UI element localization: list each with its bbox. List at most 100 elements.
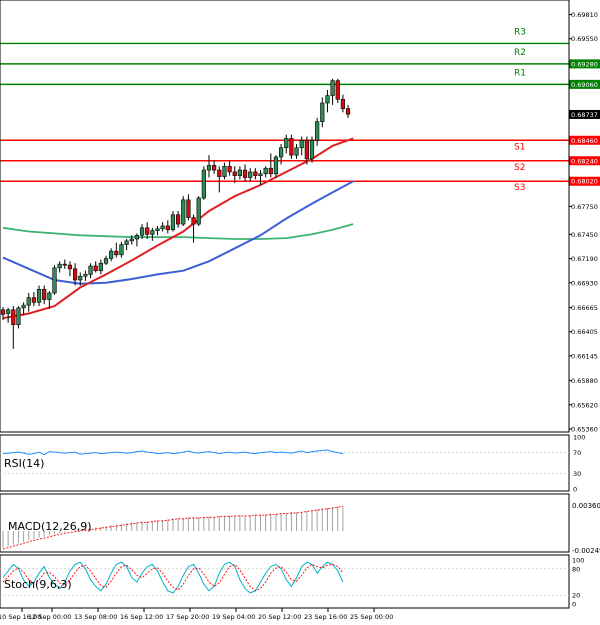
candle	[273, 155, 279, 178]
candle	[315, 117, 320, 146]
price-axis-label: 0.67190	[571, 255, 598, 263]
rsi-axis-label: 0	[573, 486, 577, 494]
candle-body-up	[36, 288, 42, 303]
stoch-main-line	[2, 561, 344, 594]
price-label-box	[569, 176, 600, 186]
candle	[103, 255, 109, 266]
candle-body-down	[176, 214, 181, 225]
candle	[93, 261, 98, 273]
candle-body-up	[160, 225, 165, 230]
candle	[52, 265, 57, 295]
candle-body-up	[206, 165, 212, 171]
candle-body-up	[119, 244, 124, 256]
candle	[201, 166, 206, 200]
candle-body-down	[232, 171, 237, 176]
candle-body-down	[67, 264, 73, 270]
price-axis: 0.69810 0.69550 0.69280 0.69060 0.68737 0.684…	[569, 11, 600, 434]
candle-body-up	[278, 147, 284, 158]
time-axis-label: 25 Sep 00:00	[350, 613, 393, 621]
candle-body-down	[289, 138, 294, 156]
candle-body-up	[26, 297, 31, 306]
candle	[196, 196, 201, 226]
candle-body-up	[248, 171, 253, 178]
candle-body-down	[242, 169, 248, 178]
candle	[284, 134, 289, 154]
moving-averages	[2, 137, 354, 320]
candle	[42, 285, 47, 305]
candle	[139, 224, 145, 239]
candle	[31, 292, 36, 307]
candle-body-up	[299, 139, 304, 149]
candle-body-down	[73, 268, 78, 281]
candle	[36, 285, 42, 307]
candle-body-up	[98, 262, 103, 271]
stoch-axis-label: 80	[572, 565, 580, 573]
candle	[109, 248, 114, 262]
price-axis-label: 0.68240	[571, 157, 598, 165]
candle-body-up	[124, 240, 129, 245]
price-axis-label: 0.66665	[571, 304, 598, 312]
candle	[263, 166, 268, 178]
candle-body-up	[325, 95, 330, 104]
candle-body-up	[83, 274, 88, 277]
rsi-axis-label: 30	[573, 470, 581, 478]
candle	[0, 306, 6, 321]
candle	[253, 168, 258, 180]
price-panel: R3 R2 R1 S1 S2 S3 0.69810 0.69550 0.69280 0.6906…	[0, 0, 600, 434]
candle	[217, 166, 222, 193]
ma-slow-line	[2, 223, 354, 240]
candle	[83, 270, 88, 281]
candle	[11, 306, 16, 349]
rsi-line: 100 70 30 0	[0, 434, 585, 494]
candle	[320, 97, 325, 128]
candle	[340, 94, 346, 113]
candle	[155, 225, 160, 236]
time-axis-label: 17 Sep 20:00	[166, 613, 209, 621]
candle	[335, 78, 340, 104]
candle-body-up	[309, 139, 315, 160]
candle	[78, 272, 83, 286]
candle	[98, 259, 103, 275]
candle-body-down	[212, 165, 217, 171]
candle	[145, 222, 150, 239]
candle-body-up	[201, 169, 206, 199]
candle-body-up	[222, 166, 227, 177]
candle	[212, 160, 217, 174]
candle	[227, 160, 232, 176]
candle	[21, 302, 26, 316]
candle-body-down	[93, 265, 98, 271]
candle-body-down	[114, 250, 119, 256]
level-label-r1: R1	[514, 68, 526, 78]
macd-axis-bottom-label: -0.002493	[572, 547, 600, 555]
candle-body-up	[21, 304, 26, 309]
candle-body-up	[196, 197, 201, 225]
candles	[0, 78, 351, 349]
price-axis-label: 0.65880	[571, 377, 598, 385]
candle	[129, 235, 134, 245]
candle-body-down	[42, 288, 47, 300]
level-label-s2: S2	[514, 163, 525, 173]
price-panel-frame	[0, 0, 570, 433]
candle-body-up	[258, 173, 263, 176]
candle-body-down	[62, 263, 67, 266]
stoch-title: Stoch(9,6,3)	[4, 578, 72, 591]
candle	[57, 261, 62, 273]
rsi-title: RSI(14)	[4, 457, 44, 470]
candle	[222, 162, 227, 180]
candle	[206, 155, 212, 178]
candle-body-up	[78, 275, 83, 281]
candle	[119, 241, 124, 258]
level-label-r2: R2	[514, 48, 526, 58]
candle	[124, 238, 129, 251]
level-label-r3: R3	[514, 27, 526, 37]
ma-fast-line	[2, 137, 354, 320]
rsi-axis-label: 100	[573, 434, 585, 442]
candle	[73, 263, 78, 286]
candle-body-down	[268, 167, 273, 175]
candle-body-down	[217, 169, 222, 177]
price-label-box	[569, 79, 600, 89]
candle-body-down	[345, 108, 351, 115]
level-label-s1: S1	[514, 142, 525, 152]
